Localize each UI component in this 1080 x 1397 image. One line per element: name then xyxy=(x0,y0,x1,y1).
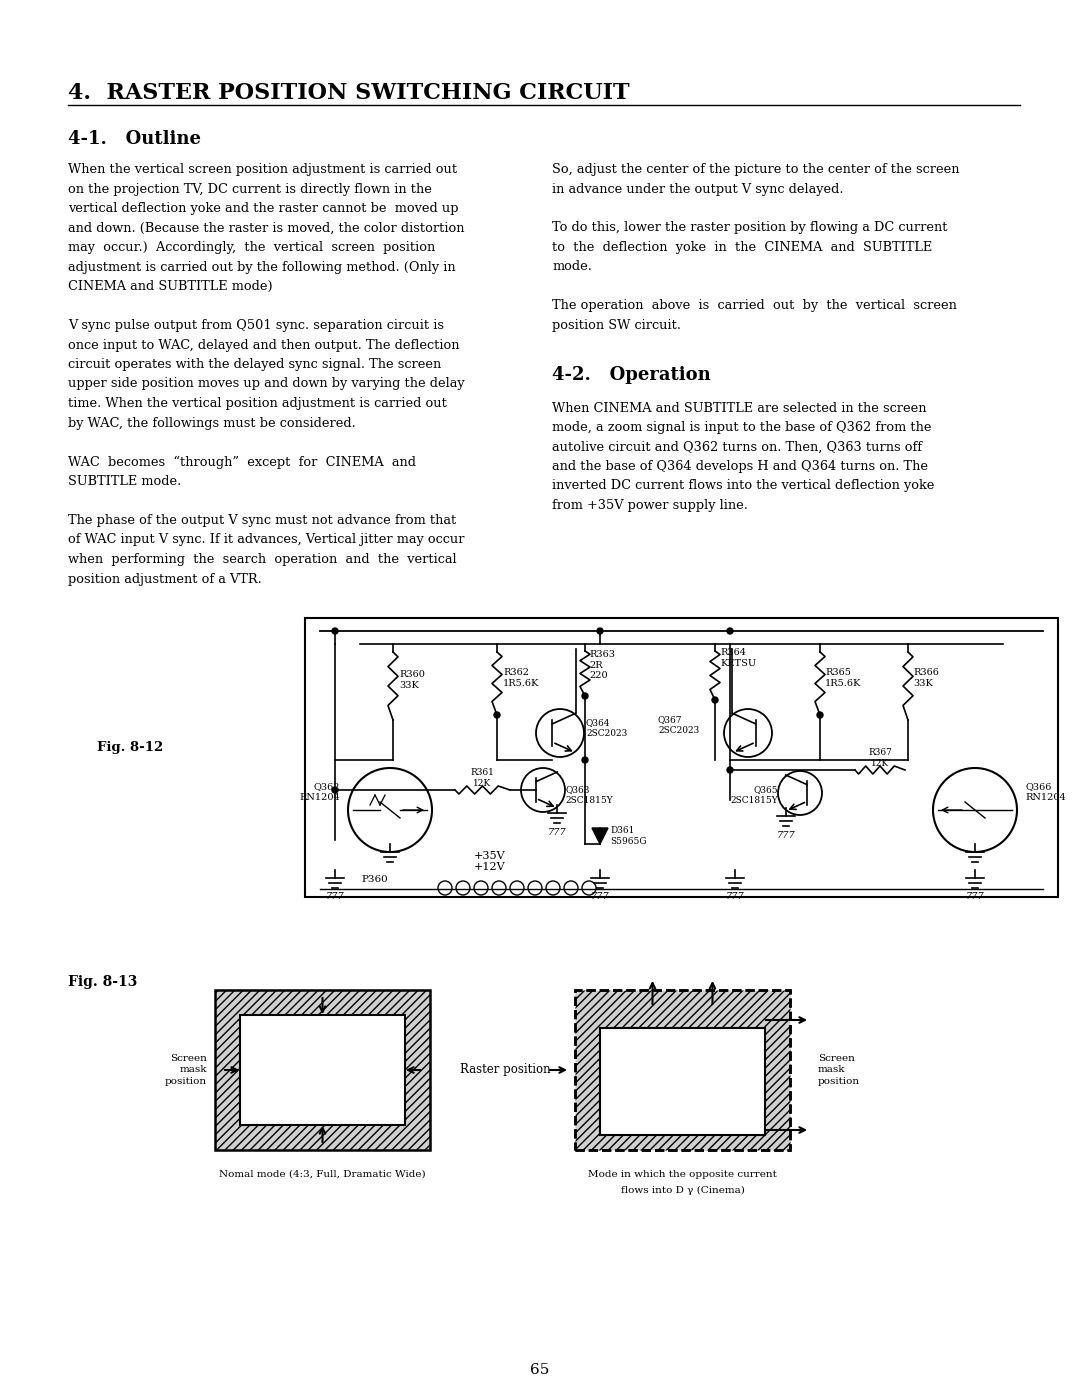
Text: 777: 777 xyxy=(777,831,795,840)
Text: 4-1.   Outline: 4-1. Outline xyxy=(68,130,201,148)
Text: from +35V power supply line.: from +35V power supply line. xyxy=(552,499,747,511)
Circle shape xyxy=(582,757,588,763)
Text: R365
1R5.6K: R365 1R5.6K xyxy=(825,668,862,687)
Text: R362
1R5.6K: R362 1R5.6K xyxy=(503,668,539,687)
Text: 777: 777 xyxy=(548,828,567,837)
Text: D361
S5965G: D361 S5965G xyxy=(610,826,647,845)
Circle shape xyxy=(332,787,338,793)
Text: CINEMA and SUBTITLE mode): CINEMA and SUBTITLE mode) xyxy=(68,279,272,293)
Bar xyxy=(240,1016,405,1125)
Text: inverted DC current flows into the vertical deflection yoke: inverted DC current flows into the verti… xyxy=(552,479,934,493)
Bar xyxy=(600,1028,765,1134)
Text: P360: P360 xyxy=(362,876,389,884)
Text: and the base of Q364 develops H and Q364 turns on. The: and the base of Q364 develops H and Q364… xyxy=(552,460,928,474)
Text: mode, a zoom signal is input to the base of Q362 from the: mode, a zoom signal is input to the base… xyxy=(552,420,931,434)
Text: 777: 777 xyxy=(726,893,744,901)
Text: Mode in which the opposite current: Mode in which the opposite current xyxy=(589,1171,777,1179)
Text: R366
33K: R366 33K xyxy=(913,668,939,687)
Text: To do this, lower the raster position by flowing a DC current: To do this, lower the raster position by… xyxy=(552,222,947,235)
Circle shape xyxy=(816,712,823,718)
Text: 777: 777 xyxy=(966,893,984,901)
Text: when  performing  the  search  operation  and  the  vertical: when performing the search operation and… xyxy=(68,553,457,566)
Text: R363
2R
220: R363 2R 220 xyxy=(589,650,615,680)
Text: Q363
2SC1815Y: Q363 2SC1815Y xyxy=(565,785,612,805)
Text: circuit operates with the delayed sync signal. The screen: circuit operates with the delayed sync s… xyxy=(68,358,442,372)
Text: position SW circuit.: position SW circuit. xyxy=(552,319,681,332)
Text: Q364
2SC2023: Q364 2SC2023 xyxy=(586,718,627,738)
Text: +12V: +12V xyxy=(474,862,505,872)
Text: So, adjust the center of the picture to the center of the screen: So, adjust the center of the picture to … xyxy=(552,163,959,176)
Text: Screen
mask
position: Screen mask position xyxy=(818,1053,860,1087)
Text: autolive circuit and Q362 turns on. Then, Q363 turns off: autolive circuit and Q362 turns on. Then… xyxy=(552,440,922,454)
Text: R364
KETSU: R364 KETSU xyxy=(720,648,756,668)
Text: R361
12K: R361 12K xyxy=(471,768,495,788)
Text: Screen
mask
position: Screen mask position xyxy=(165,1053,207,1087)
Text: Fig. 8-12: Fig. 8-12 xyxy=(97,742,163,754)
Text: 777: 777 xyxy=(326,893,345,901)
Text: on the projection TV, DC current is directly flown in the: on the projection TV, DC current is dire… xyxy=(68,183,432,196)
Text: The operation  above  is  carried  out  by  the  vertical  screen: The operation above is carried out by th… xyxy=(552,299,957,313)
Text: flows into D γ (Cinema): flows into D γ (Cinema) xyxy=(621,1186,744,1194)
Text: Fig. 8-13: Fig. 8-13 xyxy=(68,975,137,989)
Text: 65: 65 xyxy=(530,1363,550,1377)
Text: may  occur.)  Accordingly,  the  vertical  screen  position: may occur.) Accordingly, the vertical sc… xyxy=(68,242,435,254)
Text: +35V: +35V xyxy=(474,851,505,861)
Text: by WAC, the followings must be considered.: by WAC, the followings must be considere… xyxy=(68,416,355,429)
Text: upper side position moves up and down by varying the delay: upper side position moves up and down by… xyxy=(68,377,464,391)
Text: Nomal mode (4:3, Full, Dramatic Wide): Nomal mode (4:3, Full, Dramatic Wide) xyxy=(219,1171,426,1179)
Text: Q362
RN1204: Q362 RN1204 xyxy=(299,782,340,802)
Text: position adjustment of a VTR.: position adjustment of a VTR. xyxy=(68,573,261,585)
Text: 4.  RASTER POSITION SWITCHING CIRCUIT: 4. RASTER POSITION SWITCHING CIRCUIT xyxy=(68,82,630,103)
Text: V sync pulse output from Q501 sync. separation circuit is: V sync pulse output from Q501 sync. sepa… xyxy=(68,319,444,332)
Circle shape xyxy=(582,693,588,698)
Text: When the vertical screen position adjustment is carried out: When the vertical screen position adjust… xyxy=(68,163,457,176)
Text: When CINEMA and SUBTITLE are selected in the screen: When CINEMA and SUBTITLE are selected in… xyxy=(552,401,927,415)
Text: time. When the vertical position adjustment is carried out: time. When the vertical position adjustm… xyxy=(68,397,447,409)
Text: R367
12K: R367 12K xyxy=(868,749,892,768)
Text: mode.: mode. xyxy=(552,260,592,274)
Text: and down. (Because the raster is moved, the color distortion: and down. (Because the raster is moved, … xyxy=(68,222,464,235)
Circle shape xyxy=(597,629,603,634)
Circle shape xyxy=(712,697,718,703)
Bar xyxy=(305,617,1058,897)
Bar xyxy=(215,990,430,1150)
Text: 777: 777 xyxy=(591,893,609,901)
Text: SUBTITLE mode.: SUBTITLE mode. xyxy=(68,475,181,488)
Text: The phase of the output V sync must not advance from that: The phase of the output V sync must not … xyxy=(68,514,456,527)
Text: once input to WAC, delayed and then output. The deflection: once input to WAC, delayed and then outp… xyxy=(68,338,459,352)
Text: Q366
RN1204: Q366 RN1204 xyxy=(1025,782,1066,802)
Text: 4-2.   Operation: 4-2. Operation xyxy=(552,366,711,384)
Text: Q365
2SC1815Y: Q365 2SC1815Y xyxy=(730,785,778,805)
Text: vertical deflection yoke and the raster cannot be  moved up: vertical deflection yoke and the raster … xyxy=(68,203,459,215)
Circle shape xyxy=(332,629,338,634)
Circle shape xyxy=(494,712,500,718)
Text: of WAC input V sync. If it advances, Vertical jitter may occur: of WAC input V sync. If it advances, Ver… xyxy=(68,534,464,546)
Circle shape xyxy=(727,629,733,634)
Polygon shape xyxy=(592,828,608,844)
Text: Q367
2SC2023: Q367 2SC2023 xyxy=(658,715,699,735)
Text: in advance under the output V sync delayed.: in advance under the output V sync delay… xyxy=(552,183,843,196)
Bar xyxy=(575,990,789,1150)
Circle shape xyxy=(727,767,733,773)
Text: Raster position: Raster position xyxy=(460,1063,551,1077)
Text: adjustment is carried out by the following method. (Only in: adjustment is carried out by the followi… xyxy=(68,260,456,274)
Text: to  the  deflection  yoke  in  the  CINEMA  and  SUBTITLE: to the deflection yoke in the CINEMA and… xyxy=(552,242,932,254)
Text: R360
33K: R360 33K xyxy=(399,671,424,690)
Bar xyxy=(575,990,789,1150)
Text: WAC  becomes  “through”  except  for  CINEMA  and: WAC becomes “through” except for CINEMA … xyxy=(68,455,416,469)
